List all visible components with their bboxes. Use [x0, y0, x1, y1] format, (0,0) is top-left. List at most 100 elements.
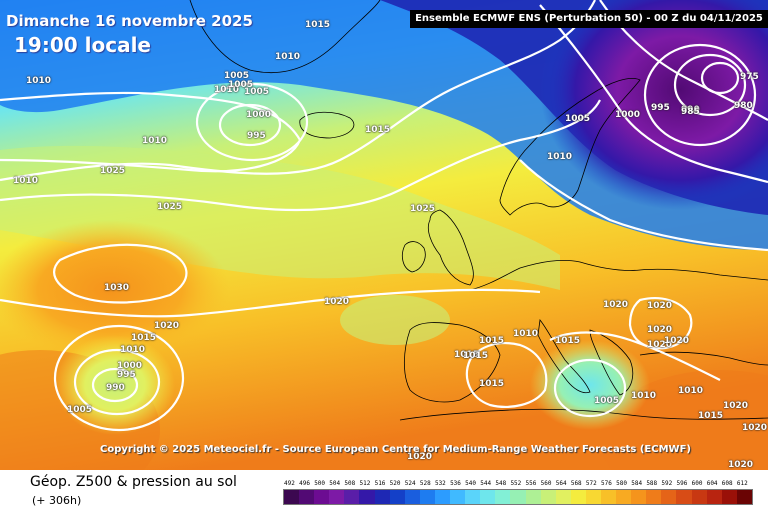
- isobar-label: 1010: [120, 345, 146, 355]
- isobar-label: 995: [117, 370, 136, 380]
- isobar-label: 1020: [407, 452, 433, 462]
- isobar-label: 995: [651, 103, 670, 113]
- isobar-label: 1010: [547, 152, 573, 162]
- isobar-label: 1005: [594, 396, 620, 406]
- model-run-banner: Ensemble ECMWF ENS (Perturbation 50) - 0…: [410, 10, 768, 28]
- color-scale-swatch: [450, 490, 466, 504]
- isobar-label: 1010: [13, 176, 39, 186]
- isobar-label: 1010: [678, 386, 704, 396]
- isobar-label: 1020: [603, 300, 629, 310]
- forecast-date: Dimanche 16 novembre 2025: [6, 12, 253, 30]
- color-scale-value: 572: [585, 480, 597, 487]
- isobar-label: 1025: [157, 202, 183, 212]
- isobar-label: 1015: [365, 125, 391, 135]
- color-scale-swatch: [736, 490, 752, 504]
- color-scale-value: 504: [329, 480, 341, 487]
- isobar-label: 1020: [647, 340, 673, 350]
- isobar-label: 1020: [742, 423, 768, 433]
- isobar-label: 1015: [454, 350, 480, 360]
- color-scale-swatch: [540, 490, 556, 504]
- weather-map: Dimanche 16 novembre 2025 19:00 locale E…: [0, 0, 768, 470]
- isobar-label: 1010: [26, 76, 52, 86]
- isobar-label: 1025: [100, 166, 126, 176]
- isobar-label: 1020: [324, 297, 350, 307]
- isobar-label: 1015: [555, 336, 581, 346]
- color-scale-value: 596: [676, 480, 688, 487]
- isobar-label: 985: [681, 107, 700, 117]
- color-scale-value: 508: [344, 480, 356, 487]
- color-scale-value: 568: [570, 480, 582, 487]
- color-scale-swatch: [616, 490, 632, 504]
- color-scale-value: 496: [299, 480, 310, 487]
- color-scale-swatch: [465, 490, 481, 504]
- isobar-label: 980: [734, 101, 753, 111]
- color-scale-swatch: [299, 490, 315, 504]
- color-scale-swatch: [646, 490, 662, 504]
- color-scale-swatch: [329, 490, 345, 504]
- color-scale-value: 552: [510, 480, 522, 487]
- color-scale-value: 532: [434, 480, 446, 487]
- isobars: [0, 0, 768, 430]
- color-scale-value: 528: [419, 480, 431, 487]
- isobar-label: 1030: [104, 283, 130, 293]
- isobar-label: 1010: [513, 329, 539, 339]
- color-scale-swatch: [510, 490, 526, 504]
- isobar-label: 1010: [214, 85, 240, 95]
- isobar-label: 1015: [131, 333, 157, 343]
- color-scale-value: 588: [646, 480, 658, 487]
- copyright-notice: Copyright © 2025 Meteociel.fr - Source E…: [100, 444, 691, 455]
- color-scale-swatch: [314, 490, 330, 504]
- color-scale-value: 548: [495, 480, 507, 487]
- color-scale-value: 604: [706, 480, 718, 487]
- isobar-label: 1010: [275, 52, 301, 62]
- color-scale-value: 536: [450, 480, 461, 487]
- isobar-label: 995: [247, 131, 266, 141]
- color-scale-swatch: [404, 490, 420, 504]
- geopotential-field: [0, 0, 768, 470]
- color-scale-swatch: [389, 490, 405, 504]
- isobar-label: 1015: [305, 20, 331, 30]
- coastlines: [189, 0, 768, 421]
- color-scale-swatch: [495, 490, 511, 504]
- color-scale-value: 612: [736, 480, 748, 487]
- isobar-label: 1015: [479, 336, 505, 346]
- color-scale-swatch: [344, 490, 360, 504]
- isobar-label: 1010: [142, 136, 168, 146]
- color-scale-swatch: [555, 490, 571, 504]
- isobar-label: 1020: [728, 460, 754, 470]
- color-scale-value: 520: [389, 480, 401, 487]
- color-scale-swatch: [676, 490, 692, 504]
- color-scale-swatch: [525, 490, 541, 504]
- isobar-label: 990: [106, 383, 125, 393]
- forecast-lead-time: (+ 306h): [32, 494, 82, 507]
- isobar-label: 975: [740, 72, 759, 82]
- color-scale-bar: [283, 489, 753, 505]
- isobar-label: 1020: [154, 321, 180, 331]
- color-scale-value: 600: [691, 480, 703, 487]
- color-scale-swatch: [600, 490, 617, 504]
- isobar-label: 990: [681, 105, 700, 115]
- color-scale-value: 592: [661, 480, 673, 487]
- color-scale-swatch: [434, 490, 451, 504]
- color-scale-value: 516: [374, 480, 386, 487]
- color-scale-value: 556: [525, 480, 537, 487]
- isobar-label: 1020: [647, 325, 673, 335]
- color-scale-swatch: [691, 490, 707, 504]
- isobar-label: 1000: [615, 110, 641, 120]
- color-scale-value: 524: [404, 480, 416, 487]
- color-scale-swatch: [631, 490, 647, 504]
- color-scale-value: 608: [721, 480, 733, 487]
- isobar-label: 1005: [224, 71, 250, 81]
- color-scale-swatch: [480, 490, 496, 504]
- isobar-label: 1005: [228, 80, 254, 90]
- isobar-label: 1020: [647, 301, 673, 311]
- color-scale-swatch: [706, 490, 722, 504]
- color-scale-swatch: [721, 490, 737, 504]
- isobar-label: 1000: [117, 361, 143, 371]
- color-scale-swatch: [374, 490, 390, 504]
- color-scale-swatch: [284, 490, 300, 504]
- isobar-label: 1015: [479, 379, 505, 389]
- isobar-label: 1010: [631, 391, 657, 401]
- isobar-label: 1005: [67, 405, 93, 415]
- isobar-label: 1000: [246, 110, 272, 120]
